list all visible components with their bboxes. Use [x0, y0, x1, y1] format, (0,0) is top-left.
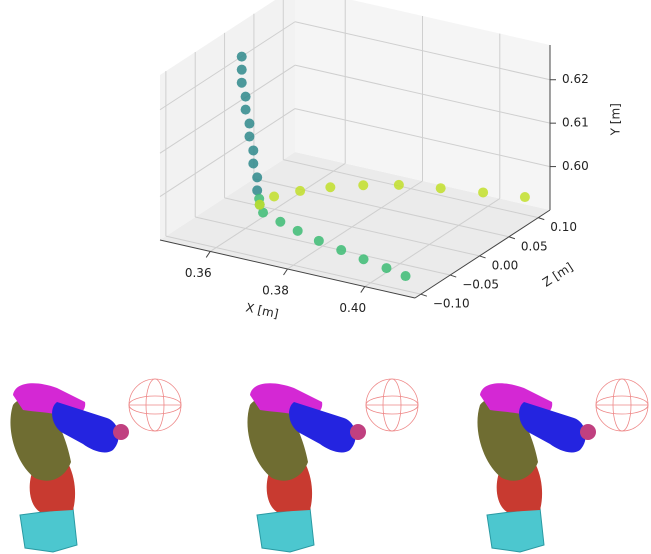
z-axis-label: Z [m]	[540, 260, 575, 290]
z-tick-label: −0.05	[462, 278, 499, 292]
data-point	[252, 185, 262, 195]
z-tick	[480, 256, 486, 258]
data-point	[381, 263, 391, 273]
x-tick	[361, 287, 365, 293]
robot-render	[477, 379, 648, 552]
z-tick	[509, 237, 515, 239]
data-point	[244, 132, 254, 142]
data-point	[478, 187, 488, 197]
data-point	[314, 236, 324, 246]
data-point	[359, 254, 369, 264]
x-tick	[206, 251, 210, 257]
data-point	[248, 158, 258, 168]
data-point	[255, 200, 265, 210]
y-tick-label: 0.60	[562, 159, 589, 173]
data-point	[237, 52, 247, 62]
z-tick-label: 0.10	[550, 220, 577, 234]
data-point	[237, 65, 247, 75]
figure: 0.36 0.38 0.40 −0.10 −0.05 0.000.050.10 0.60 0.…	[0, 0, 651, 554]
data-point	[269, 191, 279, 201]
z-tick	[538, 218, 544, 220]
data-point	[325, 182, 335, 192]
x-tick-label: 0.38	[262, 284, 289, 298]
data-point	[241, 92, 251, 102]
x-axis-label: X [m]	[244, 300, 279, 321]
data-point	[436, 183, 446, 193]
y-tick-label: 0.61	[562, 116, 589, 130]
z-tick-label: −0.10	[433, 297, 470, 311]
robot-render	[247, 379, 418, 552]
data-point	[520, 192, 530, 202]
z-tick-label: 0.00	[492, 258, 519, 272]
data-point	[336, 245, 346, 255]
z-tick	[450, 275, 456, 277]
data-point	[401, 271, 411, 281]
y-tick-label: 0.62	[562, 72, 589, 86]
data-point	[252, 172, 262, 182]
data-point	[248, 145, 258, 155]
page: {"chart_data": {"type": "scatter3d", "xl…	[0, 0, 651, 554]
x-tick-label: 0.40	[339, 301, 366, 315]
robot-render	[10, 379, 181, 552]
z-tick	[421, 294, 427, 296]
data-point	[237, 78, 247, 88]
data-point	[244, 119, 254, 129]
x-tick	[284, 269, 288, 275]
data-point	[358, 180, 368, 190]
z-tick-label: 0.05	[521, 239, 548, 253]
data-point	[241, 105, 251, 115]
y-axis-label: Y [m]	[609, 103, 623, 136]
data-point	[275, 217, 285, 227]
data-point	[394, 180, 404, 190]
plot-3d: 0.36 0.38 0.40 −0.10 −0.05 0.000.050.10 0.60 0.…	[160, 0, 623, 321]
data-point	[295, 186, 305, 196]
data-point	[293, 226, 303, 236]
x-tick-label: 0.36	[185, 266, 212, 280]
